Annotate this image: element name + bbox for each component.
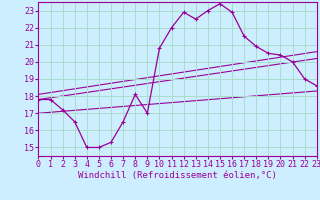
X-axis label: Windchill (Refroidissement éolien,°C): Windchill (Refroidissement éolien,°C) xyxy=(78,171,277,180)
